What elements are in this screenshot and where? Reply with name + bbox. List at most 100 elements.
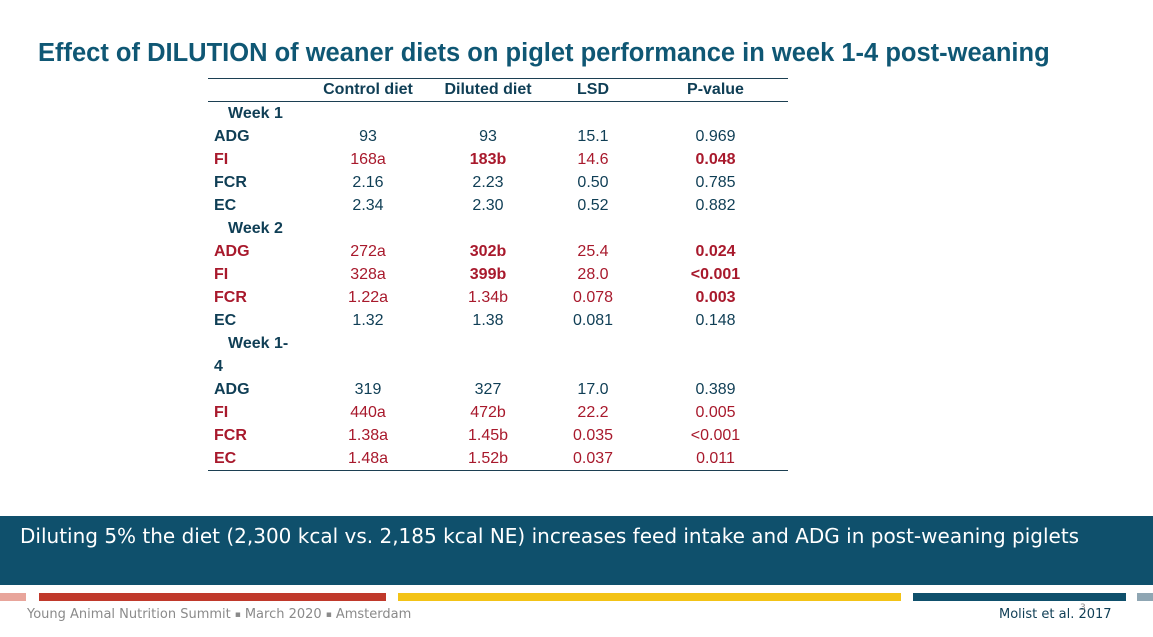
cell-lsd: 0.078 [572, 288, 614, 306]
cell-p-value: 0.003 [695, 288, 736, 306]
table-row: FI 440a 472b 22.2 0.005 [208, 401, 788, 424]
cell-diluted: 2.30 [472, 196, 504, 214]
cell-control: 319 [354, 380, 382, 398]
footer-separator-1: ▪ [234, 610, 241, 620]
results-table: Control diet Diluted diet LSD P-value We… [208, 78, 788, 471]
cell-control: 440a [350, 403, 386, 421]
cell-diluted: 1.34b [467, 288, 509, 306]
cell-p-value: 0.024 [695, 242, 736, 260]
table-row: EC 1.48a 1.52b 0.037 0.011 [208, 447, 788, 471]
table-row: FCR 2.16 2.23 0.50 0.785 [208, 171, 788, 194]
footer-bar-gray [1137, 593, 1153, 601]
section-label-week-2: Week 2 [228, 219, 283, 237]
cell-control: 93 [359, 127, 377, 145]
footer-event: Young Animal Nutrition Summit [27, 607, 231, 622]
cell-lsd: 0.037 [543, 447, 643, 471]
footer-date: March 2020 [244, 607, 322, 622]
footer-bar-red [39, 593, 386, 601]
cell-lsd: 22.2 [577, 403, 609, 421]
row-label: FI [214, 150, 229, 168]
table-header-row: Control diet Diluted diet LSD P-value [208, 78, 788, 102]
cell-lsd: 15.1 [577, 127, 609, 145]
cell-diluted: 1.45b [467, 426, 509, 444]
section-row-week-1: Week 1 [208, 102, 788, 126]
row-label: EC [214, 196, 237, 214]
cell-diluted: 302b [469, 242, 507, 260]
header-p-value: P-value [643, 78, 788, 102]
cell-diluted: 327 [474, 380, 502, 398]
cell-diluted: 2.23 [472, 173, 504, 191]
cell-control: 1.32 [352, 311, 384, 329]
table-row: EC 1.32 1.38 0.081 0.148 [208, 309, 788, 332]
table-row: EC 2.34 2.30 0.52 0.882 [208, 194, 788, 217]
row-label: EC [214, 311, 237, 329]
table-row: FI 328a 399b 28.0 <0.001 [208, 263, 788, 286]
cell-lsd: 17.0 [577, 380, 609, 398]
cell-lsd: 0.035 [572, 426, 614, 444]
cell-p-value: 0.148 [695, 311, 736, 329]
cell-lsd: 0.52 [577, 196, 609, 214]
header-control-diet: Control diet [303, 78, 433, 102]
table-row: ADG 93 93 15.1 0.969 [208, 125, 788, 148]
section-label-week-1-4-line1: Week 1- [228, 334, 289, 352]
header-lsd: LSD [543, 78, 643, 102]
footer-bar-navy [913, 593, 1126, 601]
cell-p-value: 0.048 [695, 150, 736, 168]
cell-diluted: 183b [469, 150, 507, 168]
cell-p-value: 0.011 [643, 447, 788, 471]
section-row-week-2: Week 2 [208, 217, 788, 240]
row-label: EC [208, 447, 303, 471]
cell-p-value: <0.001 [690, 426, 741, 444]
row-label: ADG [214, 127, 250, 145]
cell-control: 1.22a [347, 288, 389, 306]
cell-control: 2.34 [352, 196, 384, 214]
footer-separator-2: ▪ [325, 610, 332, 620]
section-label-week-1: Week 1 [228, 104, 283, 122]
cell-control: 272a [350, 242, 386, 260]
cell-lsd: 14.6 [577, 150, 609, 168]
cell-control: 2.16 [352, 173, 384, 191]
row-label: FI [214, 403, 229, 421]
cell-p-value: <0.001 [690, 265, 741, 283]
conclusion-banner: Diluting 5% the diet (2,300 kcal vs. 2,1… [0, 516, 1153, 585]
row-label: FCR [214, 288, 247, 306]
footer-citation: Molist et al. 2017 [999, 607, 1112, 622]
row-label: FCR [214, 426, 247, 444]
row-label: FCR [214, 173, 247, 191]
cell-lsd: 0.081 [572, 311, 614, 329]
table-row: ADG 319 327 17.0 0.389 [208, 378, 788, 401]
row-label: ADG [214, 380, 250, 398]
cell-diluted: 93 [479, 127, 497, 145]
table-row: FCR 1.38a 1.45b 0.035 <0.001 [208, 424, 788, 447]
cell-control: 328a [350, 265, 386, 283]
cell-diluted: 472b [470, 403, 506, 421]
cell-lsd: 0.50 [577, 173, 609, 191]
table-row: FI 168a 183b 14.6 0.048 [208, 148, 788, 171]
cell-p-value: 0.389 [695, 380, 736, 398]
section-label-week-1-4-line2: 4 [214, 357, 223, 375]
cell-p-value: 0.005 [695, 403, 736, 421]
cell-p-value: 0.785 [695, 173, 736, 191]
footer-bar-yellow [398, 593, 901, 601]
header-empty [208, 78, 303, 102]
slide-title: Effect of DILUTION of weaner diets on pi… [38, 39, 1050, 67]
cell-control: 168a [350, 150, 386, 168]
row-label: ADG [214, 242, 250, 260]
cell-diluted: 399b [469, 265, 507, 283]
conclusion-text: Diluting 5% the diet (2,300 kcal vs. 2,1… [20, 524, 1080, 548]
section-row-week-1-4: Week 1- [208, 332, 788, 355]
footer-location: Amsterdam [335, 607, 412, 622]
cell-lsd: 25.4 [577, 242, 609, 260]
cell-p-value: 0.969 [695, 127, 736, 145]
footer-bar-pink [0, 593, 26, 601]
slide-number: 3 [1080, 603, 1086, 613]
cell-p-value: 0.882 [695, 196, 736, 214]
section-row-week-1-4-cont: 4 [208, 355, 788, 378]
table-row: FCR 1.22a 1.34b 0.078 0.003 [208, 286, 788, 309]
cell-control: 1.38a [347, 426, 389, 444]
row-label: FI [214, 265, 229, 283]
cell-control: 1.48a [303, 447, 433, 471]
cell-diluted: 1.38 [472, 311, 504, 329]
table-row: ADG 272a 302b 25.4 0.024 [208, 240, 788, 263]
footer-event-info: Young Animal Nutrition Summit ▪ March 2020… [27, 607, 411, 622]
